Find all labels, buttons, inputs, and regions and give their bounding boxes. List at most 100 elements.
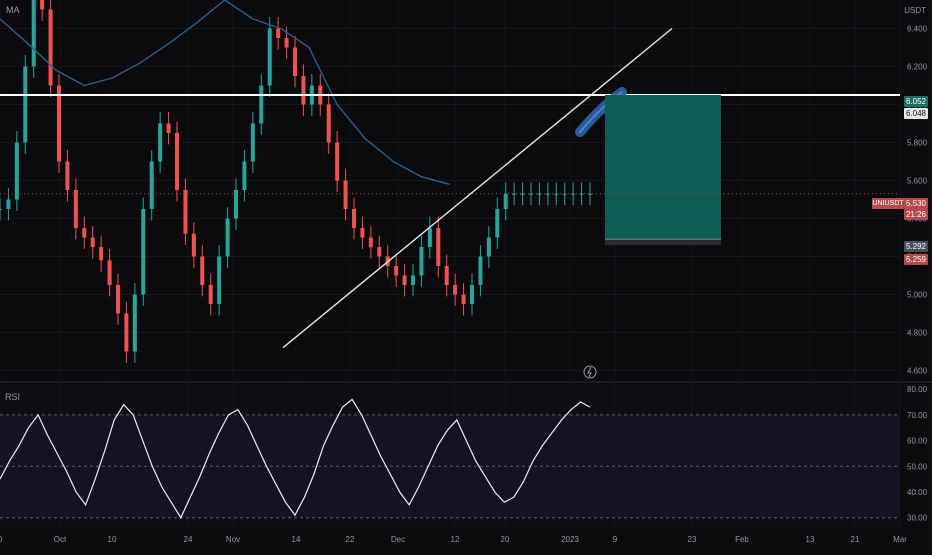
candle-body [57,85,61,162]
time-tick-label: 0 [0,535,3,544]
candle-body [208,285,213,304]
time-tick-label: 22 [346,535,355,544]
candle-body [107,260,112,285]
rsi-tick-label: 70.00 [907,411,928,420]
lightning-icon [587,366,592,378]
candle-body [402,275,407,285]
time-tick-label: Feb [735,535,749,544]
alert-icon [583,365,597,379]
ma-line [0,0,450,185]
candle-body [166,123,171,133]
candle-body [82,228,87,238]
trend-line [282,27,673,349]
rsi-line [0,398,591,519]
candle-body [90,237,95,247]
price-tick-label: 4.800 [907,329,928,338]
candle-body [175,133,179,190]
candle-body [14,142,19,200]
highlight-mark-edge [579,91,623,133]
candle-body [461,294,466,304]
candle-body [242,161,247,190]
indicator-label: MA [6,5,20,15]
candle-body [73,190,78,228]
candle-body [225,218,230,257]
candle-body [436,228,441,266]
candle-body [284,38,289,48]
candle-body [149,161,154,209]
rsi-tick-label: 40.00 [907,488,928,497]
candle-body [48,9,53,86]
candle-body [394,266,399,276]
resistance-upper-tag: 6.052 [904,96,928,107]
symbol-tag: UNIUSDT [872,198,904,209]
time-tick-label: 21 [851,535,860,544]
price-tick-label: 5.600 [907,177,928,186]
stop-box [605,239,721,246]
candle-body [419,247,424,276]
candle-body [470,285,474,304]
candle-body [217,256,222,304]
candle-body [132,294,137,352]
candle-body [503,193,508,209]
candle-body [377,247,382,257]
current-price-tag: 5.530 [904,198,928,209]
rsi-tick-label: 50.00 [907,462,928,471]
candle-body [529,193,533,195]
candle-body [326,104,331,143]
candle-body [99,247,104,261]
candle-body [301,76,306,105]
time-tick-label: Nov [226,535,240,544]
price-tick-label: 6.400 [907,25,928,34]
candle-body [360,228,365,238]
candle-body [183,190,188,234]
candle-body [234,190,238,219]
time-tick-label: 10 [108,535,117,544]
rsi-tick-label: 30.00 [907,514,928,523]
candle-body [335,142,340,181]
target-lower-tag: 5.259 [904,254,928,265]
price-tick-label: 5.000 [907,291,928,300]
candle-body [512,193,517,195]
candle-body [0,209,2,210]
countdown-tag: 21:26 [904,209,928,220]
time-tick-label: 14 [292,535,301,544]
candle-body [571,193,576,195]
candle-body [537,193,542,195]
time-tick-label: 13 [806,535,815,544]
candle-body [276,28,281,38]
candle-body [259,85,264,124]
candle-body [250,123,255,162]
candle-body [453,285,458,295]
candle-body [495,209,500,238]
time-tick-label: 23 [688,535,697,544]
candle-body [293,47,297,76]
candle-body [31,0,36,67]
candle-body [444,266,449,285]
candle-body [579,193,584,195]
candle-body [116,285,120,314]
time-tick-label: 9 [613,535,618,544]
price-tick-label: 4.600 [907,367,928,376]
price-tick-label: 5.800 [907,139,928,148]
candle-body [545,193,550,195]
time-tick-label: Oct [54,535,67,544]
time-tick-label: 12 [451,535,460,544]
target-upper-tag: 5.292 [904,241,928,252]
currency-label: USDT [904,6,926,15]
candle-body [200,256,205,285]
candle-body [411,275,415,285]
candle-body [158,123,163,162]
resistance-lower-tag: 6.048 [904,108,928,119]
time-tick-label: Mar [893,535,907,544]
candle-body [23,66,28,143]
candle-body [588,193,592,195]
candle-body [520,193,525,195]
candle-body [486,237,491,257]
candle-body [352,209,356,228]
candle-body [6,199,11,209]
candle-body [343,180,348,209]
price-tick-label: 6.200 [907,63,928,72]
rsi-tick-label: 60.00 [907,437,928,446]
